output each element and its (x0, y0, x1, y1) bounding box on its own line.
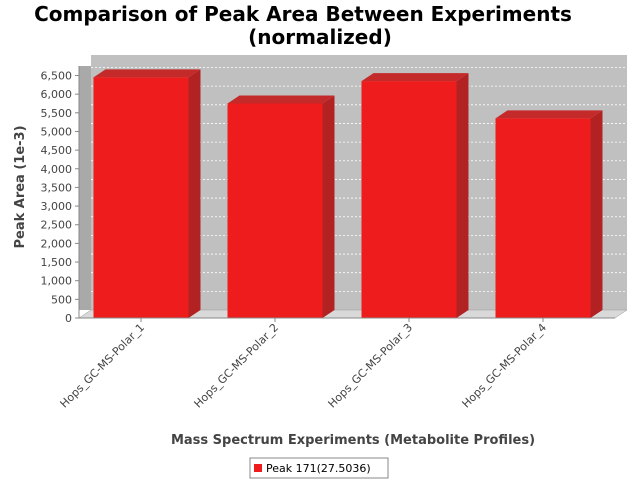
bar-front (93, 77, 189, 318)
bar-top (227, 95, 335, 104)
y-tick-label: 2,500 (41, 219, 73, 232)
bar-side (188, 69, 201, 318)
y-tick-label: 1,500 (41, 256, 73, 269)
y-tick-label: 5,500 (41, 107, 73, 120)
bar-side (456, 73, 469, 318)
x-tick-label: Hops_GC-MS-Polar_2 (192, 321, 282, 411)
y-tick-label: 3,000 (41, 200, 73, 213)
chart-title: Comparison of Peak Area Between Experime… (34, 2, 572, 26)
y-axis-label: Peak Area (1e-3) (13, 125, 28, 248)
legend-box (249, 457, 389, 479)
x-tick-label: Hops_GC-MS-Polar_1 (58, 321, 148, 411)
y-tick-label: 2,000 (41, 237, 73, 250)
bar (227, 95, 335, 318)
y-tick-label: 6,500 (41, 70, 73, 83)
bars (93, 69, 603, 319)
legend-swatch (254, 464, 262, 472)
legend-label: Peak 171(27.5036) (266, 462, 371, 475)
x-axis-label: Mass Spectrum Experiments (Metabolite Pr… (171, 433, 535, 448)
bar-front (361, 81, 457, 318)
y-tick-label: 5,000 (41, 125, 73, 138)
bar-side (322, 95, 335, 318)
plot-area (78, 55, 628, 319)
y-tick-label: 3,500 (41, 181, 73, 194)
x-tick-label: Hops_GC-MS-Polar_4 (460, 321, 550, 411)
x-ticks: Hops_GC-MS-Polar_1 Hops_GC-MS-Polar_2 Hops… (58, 318, 550, 411)
y-tick-label: 4,000 (41, 163, 73, 176)
bar-top (495, 110, 603, 119)
x-tick-label: Hops_GC-MS-Polar_3 (326, 321, 416, 411)
bar (361, 73, 469, 318)
y-tick-label: 500 (51, 293, 72, 306)
y-tick-label: 4,500 (41, 144, 73, 157)
bar-front (495, 118, 591, 319)
y-tick-label: 1,000 (41, 275, 73, 288)
bar-front (227, 103, 323, 318)
bar-top (361, 73, 469, 82)
y-ticks: 0 500 1,000 1,500 2,000 2,500 3,000 3,500 4,000 4… (41, 70, 79, 325)
bar (495, 110, 603, 319)
bar-side (590, 110, 603, 319)
bar (93, 69, 201, 318)
chart-subtitle: (normalized) (248, 25, 392, 49)
legend: Peak 171(27.5036) (249, 457, 389, 479)
bar-top (93, 69, 201, 78)
y-tick-label: 6,000 (41, 88, 73, 101)
plot-background (91, 55, 627, 310)
y-tick-label: 0 (65, 312, 72, 325)
